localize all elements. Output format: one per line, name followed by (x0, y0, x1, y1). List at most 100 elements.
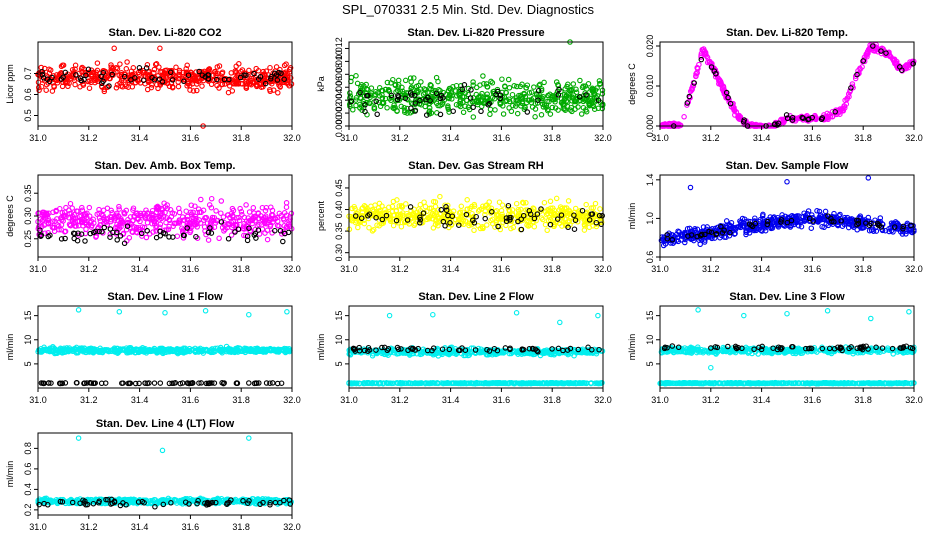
data-point (198, 196, 204, 203)
data-point (220, 214, 227, 220)
data-point (547, 111, 554, 117)
data-point (111, 45, 117, 52)
data-point (43, 87, 49, 93)
data-point (411, 75, 417, 81)
data-point (283, 80, 290, 86)
data-point (236, 61, 242, 67)
data-point (243, 72, 249, 78)
data-point (107, 226, 114, 232)
x-tick-label: 31.0 (651, 264, 669, 274)
y-tick-label: 0.25 (23, 230, 33, 248)
data-point (524, 82, 531, 88)
data-point (553, 195, 560, 202)
data-points (35, 45, 295, 129)
data-point (480, 100, 487, 106)
data-point (391, 102, 397, 108)
data-point (479, 90, 485, 97)
data-point (137, 80, 144, 86)
data-point (456, 102, 462, 108)
data-point (109, 71, 115, 78)
data-point (573, 89, 580, 96)
data-point (281, 79, 287, 86)
data-point (86, 204, 93, 211)
data-point (492, 107, 498, 113)
data-point (123, 66, 130, 72)
data-point (558, 100, 565, 106)
data-point (460, 109, 467, 116)
data-point (157, 380, 164, 386)
data-point (116, 309, 123, 315)
data-point (379, 87, 386, 94)
data-point (199, 83, 205, 89)
data-point (572, 98, 578, 105)
x-tick-label: 31.8 (854, 264, 872, 274)
data-point (268, 73, 274, 80)
y-tick-label: 0.6 (645, 251, 655, 264)
data-point (103, 74, 110, 81)
data-points (346, 193, 605, 234)
x-tick-label: 31.2 (702, 133, 720, 143)
data-point (808, 225, 815, 231)
data-point (180, 69, 187, 76)
x-tick-label: 31.2 (80, 395, 98, 405)
data-point (569, 108, 575, 115)
data-point (183, 65, 189, 72)
data-point (484, 222, 490, 228)
data-point (54, 80, 61, 86)
data-point (118, 70, 125, 76)
data-point (597, 206, 603, 212)
chart-panel-3: Stan. Dev. Li-820 Temp.31.0 31.2 31.4 31.6 3… (627, 27, 923, 143)
data-point (514, 83, 520, 90)
data-point (156, 76, 163, 82)
data-point (524, 109, 531, 115)
data-point (202, 308, 209, 314)
data-point (426, 86, 432, 92)
data-point (537, 81, 543, 88)
x-tick-label: 32.0 (905, 264, 923, 274)
data-point (169, 77, 176, 83)
data-point (253, 65, 259, 72)
data-point (447, 86, 454, 92)
data-point (567, 107, 574, 113)
data-point (347, 93, 354, 99)
data-point (275, 90, 281, 96)
data-point (355, 224, 361, 231)
data-point (595, 105, 602, 112)
data-point (49, 74, 55, 81)
data-point (144, 228, 150, 234)
data-point (531, 84, 537, 90)
x-tick-label: 32.0 (905, 133, 923, 143)
data-point (114, 237, 120, 243)
data-point (521, 106, 528, 113)
data-point (193, 69, 199, 75)
x-tick-label: 32.0 (594, 133, 612, 143)
data-point (513, 310, 520, 316)
data-point (99, 80, 105, 87)
data-point (430, 311, 436, 318)
y-tick-label: 0.020 (645, 35, 655, 58)
data-point (570, 81, 577, 87)
data-point (544, 107, 551, 114)
data-point (596, 78, 603, 84)
data-point (101, 88, 108, 95)
data-point (521, 90, 527, 97)
data-point (464, 97, 470, 104)
data-points (346, 39, 606, 120)
x-tick-label: 31.8 (232, 264, 250, 274)
data-point (168, 79, 175, 86)
data-point (417, 201, 424, 208)
data-point (181, 78, 187, 85)
x-tick-label: 31.6 (182, 395, 200, 405)
data-point (398, 223, 405, 230)
y-axis-label: degrees C (627, 63, 637, 105)
data-point (477, 82, 483, 88)
data-point (395, 77, 402, 84)
data-point (79, 64, 85, 71)
data-point (83, 72, 89, 79)
data-point (597, 81, 603, 87)
data-point (538, 87, 545, 94)
data-point (513, 200, 520, 207)
x-tick-label: 32.0 (283, 264, 301, 274)
data-point (390, 222, 397, 229)
